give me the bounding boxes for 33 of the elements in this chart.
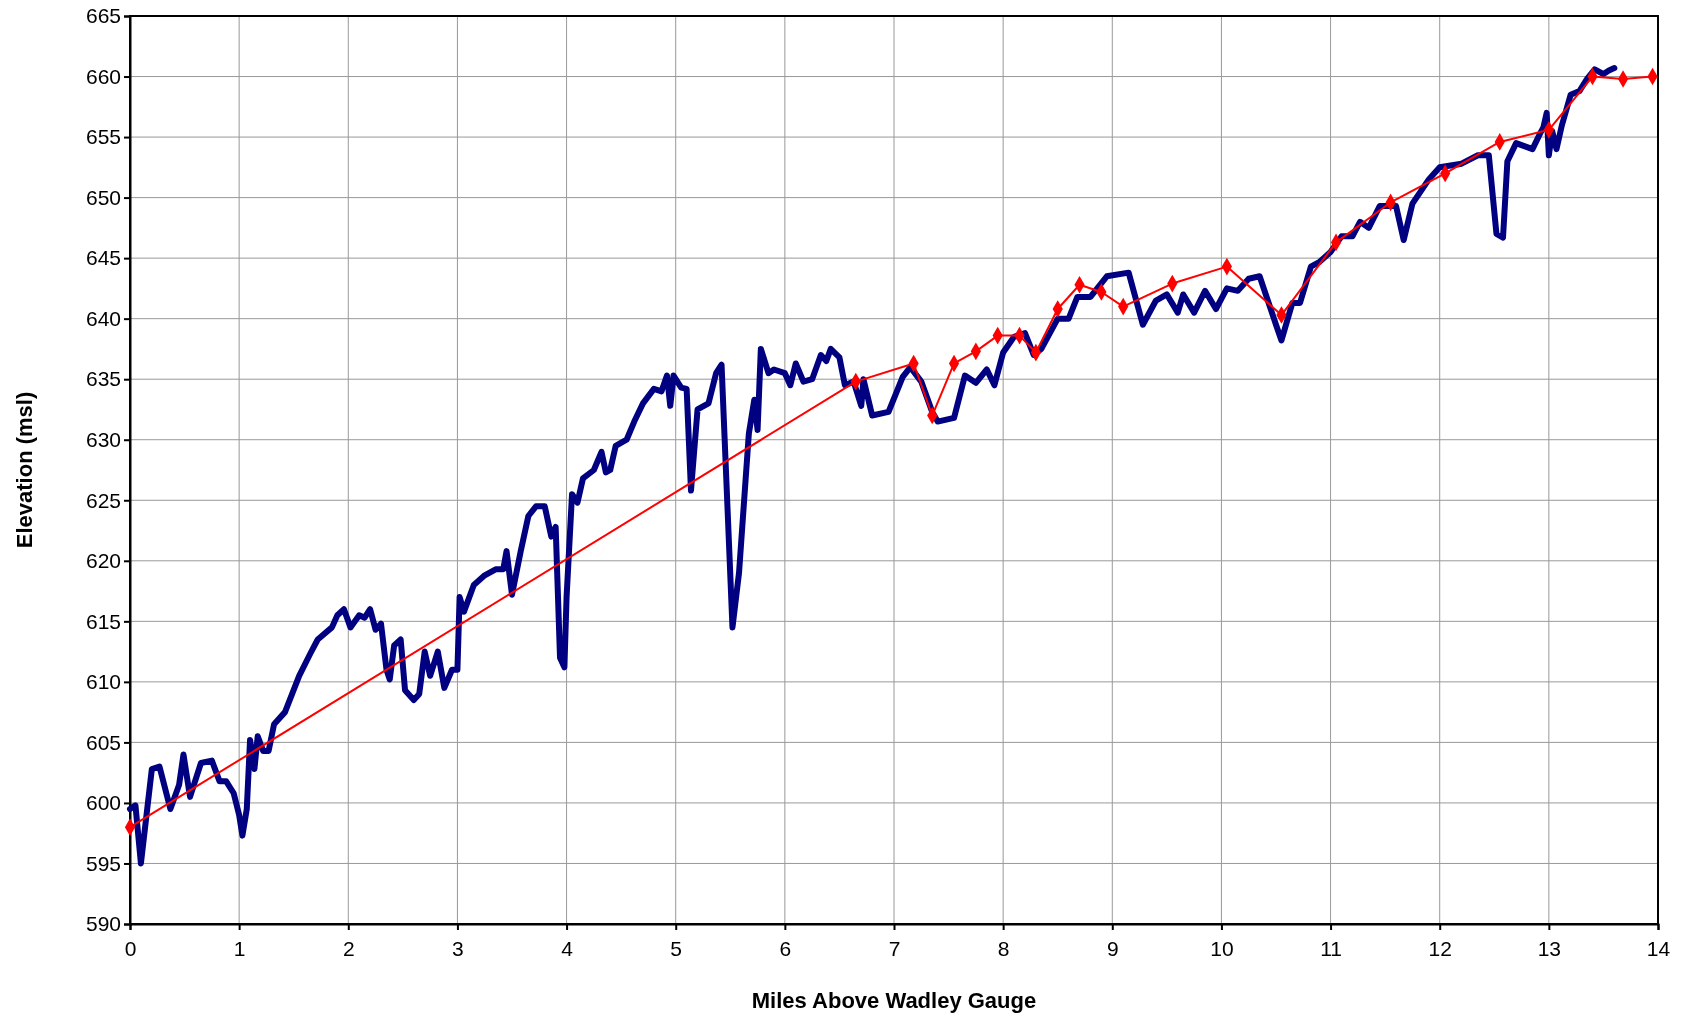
x-tick-label: 14 (1646, 937, 1671, 961)
y-tick-label: 605 (85, 730, 121, 754)
y-tick-label: 640 (85, 306, 121, 330)
x-tick-label: 11 (1320, 937, 1342, 961)
x-tick-label: 2 (342, 937, 355, 961)
y-tick-label: 625 (85, 488, 121, 512)
y-tick-label: 595 (85, 851, 121, 875)
y-tick-label: 630 (85, 427, 121, 451)
x-tick-label: 8 (997, 937, 1010, 961)
y-tick-label: 590 (85, 912, 121, 936)
y-tick-label: 660 (85, 64, 121, 88)
y-tick-label: 615 (85, 609, 121, 633)
x-tick-label: 1 (233, 937, 246, 961)
y-tick-label: 655 (85, 125, 121, 149)
y-tick-label: 650 (85, 185, 121, 209)
x-tick-label: 9 (1106, 937, 1119, 961)
y-tick-label: 665 (85, 4, 121, 28)
x-tick-label: 5 (670, 937, 683, 961)
y-tick-label: 620 (85, 549, 121, 573)
x-tick-label: 10 (1210, 937, 1234, 961)
x-tick-label: 0 (124, 937, 137, 961)
x-tick-label: 13 (1537, 937, 1562, 961)
x-tick-label: 6 (779, 937, 792, 961)
y-tick-label: 600 (85, 791, 121, 815)
y-tick-label: 610 (85, 670, 121, 694)
x-tick-label: 7 (888, 937, 901, 961)
x-tick-label: 4 (561, 937, 574, 961)
x-axis-title: Miles Above Wadley Gauge (751, 988, 1037, 1013)
y-tick-label: 635 (85, 367, 121, 391)
y-axis-title: Elevation (msl) (12, 391, 37, 549)
x-tick-label: 3 (452, 937, 464, 961)
y-tick-label: 645 (85, 246, 121, 270)
x-tick-label: 12 (1428, 937, 1452, 961)
